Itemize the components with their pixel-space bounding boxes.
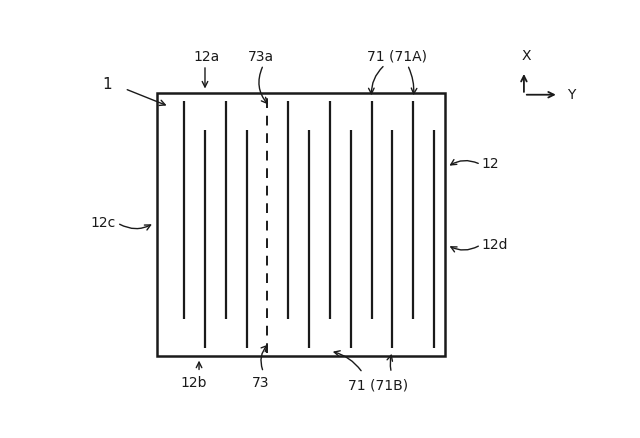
- Bar: [157, 93, 445, 356]
- Text: 73: 73: [252, 376, 270, 390]
- Text: 12c: 12c: [90, 216, 116, 230]
- Text: 71 (71A): 71 (71A): [367, 49, 428, 64]
- Text: X: X: [522, 49, 531, 63]
- Text: 12d: 12d: [482, 238, 508, 252]
- Text: 1: 1: [102, 77, 112, 92]
- Text: 12a: 12a: [193, 50, 220, 64]
- Text: 73a: 73a: [248, 49, 274, 64]
- Text: 71 (71B): 71 (71B): [348, 378, 408, 392]
- Text: Y: Y: [568, 88, 576, 102]
- Text: 12b: 12b: [181, 376, 207, 390]
- Text: 12: 12: [482, 157, 499, 171]
